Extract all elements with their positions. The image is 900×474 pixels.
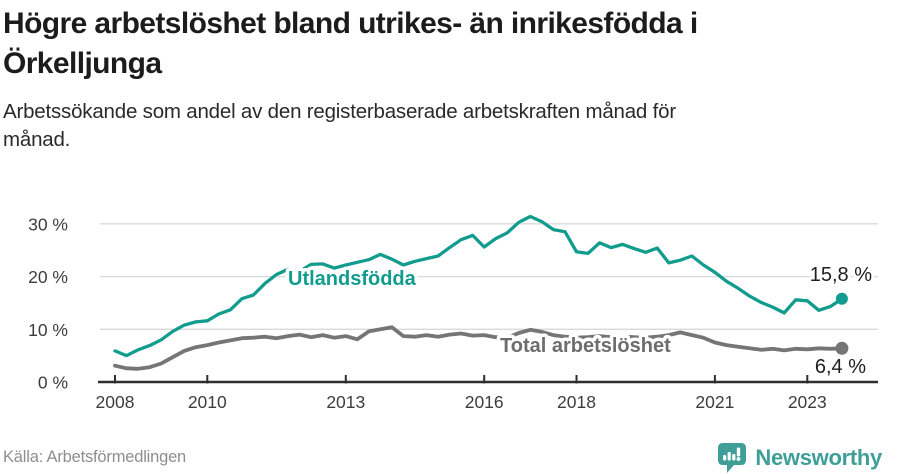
source-attribution: Källa: Arbetsförmedlingen [3,448,187,466]
subtitle-line2: månad. [3,128,71,151]
chart-footer: Källa: Arbetsförmedlingen Newsworthy [0,441,900,474]
series-end-dot-total-arbetsloshet [835,341,849,355]
series-label-total-arbetsloshet: Total arbetslöshet [500,335,671,357]
newsworthy-logo[interactable]: Newsworthy [717,442,882,474]
end-value-label-total-arbetsloshet: 6,4 % [815,356,866,378]
end-value-label-utlandsfodda: 15,8 % [810,264,872,286]
x-tick-label-2008: 2008 [96,392,135,412]
page-title-line2: Örkelljunga [3,47,162,80]
page-title-line1: Högre arbetslöshet bland utrikes- än inr… [3,7,698,40]
x-tick-label-2010: 2010 [188,392,227,412]
series-end-dot-utlandsfodda [835,292,848,305]
series-line-utlandsfodda [113,214,844,358]
y-tick-label-30: 30 % [28,214,68,234]
series-line-total-arbetsloshet [113,325,844,371]
chart-subtitle: Arbetssökande som andel av den registerb… [3,98,897,154]
series-label-utlandsfodda: Utlandsfödda [288,268,417,290]
y-tick-label-10: 10 % [28,320,68,340]
x-tick-label-2016: 2016 [465,392,504,412]
newsworthy-bubble-icon [718,442,747,473]
newsworthy-wordmark: Newsworthy [755,444,882,470]
subtitle-line1: Arbetssökande som andel av den registerb… [3,100,676,123]
y-tick-label-20: 20 % [28,267,68,287]
x-tick-label-2018: 2018 [557,392,596,412]
x-tick-label-2013: 2013 [326,392,365,412]
chart-header: Högre arbetslöshet bland utrikes- än inr… [3,4,897,154]
x-tick-label-2023: 2023 [788,392,827,412]
x-tick-label-2021: 2021 [695,392,734,412]
y-tick-label-0: 0 % [38,373,68,393]
